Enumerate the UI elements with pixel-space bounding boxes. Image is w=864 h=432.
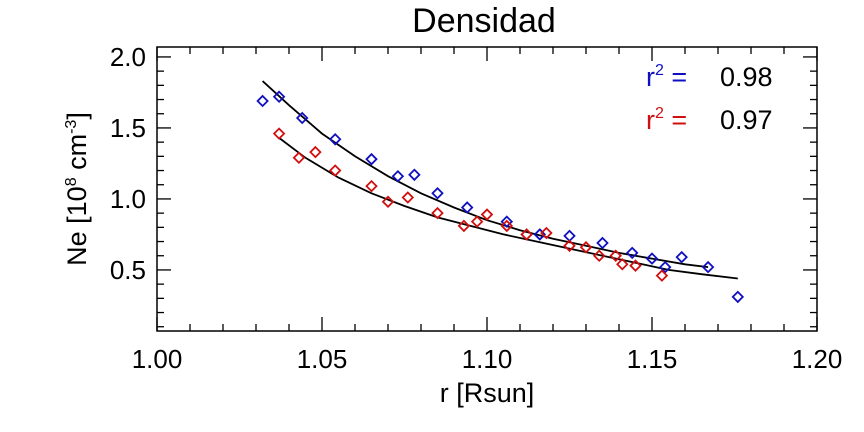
data-point-red (292, 151, 306, 165)
chart-title: Densidad (412, 2, 556, 40)
y-tick-label: 0.5 (110, 255, 146, 285)
fit-label-blue-key: r2 = (646, 62, 687, 92)
data-point-blue (625, 246, 639, 260)
plot-frame (156, 46, 818, 332)
data-point-red (500, 219, 514, 233)
data-point-blue (408, 168, 421, 182)
y-label-mid: cm (62, 134, 92, 178)
data-point-red (328, 164, 342, 177)
fit-label-red: r2 = 0.97 (646, 105, 773, 135)
data-point-blue (658, 260, 672, 274)
data-point-red (629, 259, 642, 272)
fit-label-blue-exp: 2 (655, 62, 664, 79)
data-point-blue (391, 169, 405, 183)
data-point-red (365, 179, 378, 193)
data-point-blue (431, 186, 444, 200)
data-point-blue (295, 111, 309, 125)
data-point-blue (675, 250, 688, 264)
fit-label-red-exp: 2 (655, 105, 664, 122)
fit-label-blue: r2 = 0.98 (646, 62, 773, 92)
x-tick-label: 1.05 (297, 344, 348, 374)
data-point-red (579, 240, 593, 254)
data-point-red (480, 208, 494, 221)
y-tick-label: 1.5 (110, 113, 146, 143)
data-point-red (431, 206, 444, 220)
data-point-blue (328, 133, 342, 146)
data-point-red (540, 226, 553, 240)
x-tick-label: 1.20 (792, 344, 843, 374)
data-points (256, 90, 745, 304)
x-axis-label: r [Rsun] (440, 378, 535, 408)
y-tick-label: 1.0 (110, 184, 146, 214)
fit-label-blue-value: 0.98 (720, 62, 773, 92)
data-point-red (609, 249, 622, 263)
data-point-blue (365, 152, 378, 166)
data-point-red (616, 257, 629, 271)
fit-label-red-key: r2 = (646, 105, 687, 135)
data-point-blue (701, 260, 715, 274)
y-tick-label: 2.0 (110, 42, 146, 72)
y-label-suffix: ] (62, 112, 92, 120)
data-point-red (470, 215, 484, 228)
data-point-red (592, 249, 606, 263)
axis-ticks (156, 47, 818, 331)
fit-label-red-eq: = (664, 105, 687, 135)
data-point-red (655, 269, 669, 282)
data-point-blue (460, 201, 474, 214)
fit-curve-red (278, 137, 738, 280)
y-label-exp2: -3 (63, 120, 80, 134)
data-point-red (520, 228, 533, 241)
y-label-prefix: Ne [10 (62, 186, 92, 266)
data-point-blue (533, 228, 547, 241)
fit-label-blue-r: r (646, 62, 655, 92)
y-label-exp1: 8 (63, 177, 80, 186)
data-point-blue (645, 252, 659, 265)
data-point-blue (500, 215, 514, 228)
fit-curve-blue (261, 80, 709, 268)
fit-label-red-value: 0.97 (720, 105, 773, 135)
data-point-blue (596, 236, 609, 250)
x-tick-labels: 1.00 1.05 1.10 1.15 1.20 (132, 344, 843, 374)
fit-label-red-r: r (646, 105, 655, 135)
data-point-blue (563, 229, 576, 243)
data-point-red (381, 195, 395, 209)
y-tick-labels: 0.5 1.0 1.5 2.0 (110, 42, 146, 285)
data-point-red (563, 239, 576, 253)
fit-label-blue-eq: = (664, 62, 687, 92)
data-point-red (309, 145, 322, 159)
y-axis-label: Ne [108 cm-3] (62, 112, 92, 266)
data-point-red (457, 219, 471, 233)
x-tick-label: 1.00 (132, 344, 183, 374)
data-point-red (272, 127, 286, 140)
data-point-blue (272, 90, 286, 103)
x-tick-label: 1.15 (627, 344, 678, 374)
x-tick-label: 1.10 (462, 344, 513, 374)
data-point-blue (731, 290, 745, 304)
data-point-red (401, 191, 415, 204)
data-point-blue (256, 94, 269, 108)
